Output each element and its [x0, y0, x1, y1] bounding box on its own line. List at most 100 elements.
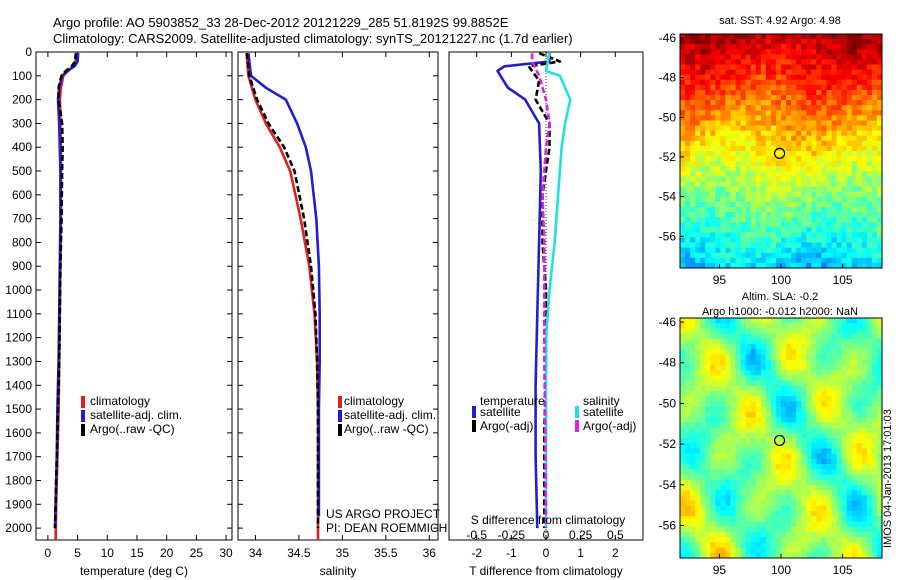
- heatmap-cell: [861, 479, 868, 486]
- heatmap-cell: [720, 95, 726, 101]
- heatmap-cell: [770, 406, 777, 413]
- heatmap-cell: [725, 247, 731, 254]
- heatmap-cell: [740, 140, 747, 147]
- heatmap-cell: [705, 537, 711, 543]
- heatmap-cell: [765, 370, 772, 376]
- heatmap-cell: [781, 44, 787, 50]
- heatmap-cell: [745, 438, 752, 444]
- heatmap-cell: [695, 79, 701, 86]
- heatmap-cell: [690, 247, 696, 254]
- heatmap-cell: [715, 552, 721, 559]
- heatmap-cell: [806, 120, 812, 126]
- heatmap-cell: [821, 64, 827, 71]
- heatmap-cell: [730, 206, 736, 213]
- heatmap-cell: [786, 359, 792, 366]
- heatmap-cell: [866, 135, 873, 142]
- heatmap-cell: [786, 64, 792, 71]
- heatmap-cell: [851, 262, 858, 269]
- heatmap-cell: [685, 69, 691, 76]
- heatmap-cell: [750, 364, 757, 371]
- heatmap-cell: [801, 354, 807, 361]
- heatmap-cell: [846, 552, 853, 559]
- heatmap-cell: [765, 526, 772, 533]
- heatmap-cell: [755, 443, 762, 449]
- heatmap-cell: [760, 39, 767, 45]
- heatmap-cell: [705, 328, 711, 335]
- heatmap-cell: [806, 105, 812, 111]
- heatmap-cell: [871, 484, 878, 491]
- heatmap-cell: [750, 417, 757, 423]
- heatmap-cell: [821, 196, 827, 203]
- heatmap-cell: [735, 140, 741, 147]
- heatmap-cell: [690, 344, 696, 350]
- heatmap-cell: [806, 380, 812, 387]
- heatmap-cell: [856, 531, 863, 538]
- heatmap-cell: [720, 151, 726, 157]
- heatmap-cell: [831, 427, 837, 434]
- heatmap-cell: [821, 531, 827, 538]
- heatmap-cell: [695, 417, 701, 423]
- heatmap-cell: [816, 547, 822, 554]
- heatmap-cell: [786, 490, 792, 496]
- heatmap-cell: [846, 69, 853, 76]
- heatmap-cell: [715, 338, 721, 345]
- heatmap-cell: [695, 176, 701, 182]
- heatmap-cell: [770, 237, 777, 243]
- heatmap-cell: [745, 151, 752, 157]
- heatmap-cell: [685, 338, 691, 345]
- heatmap-cell: [866, 500, 873, 507]
- heatmap-cell: [750, 262, 757, 269]
- heatmap-cell: [781, 115, 787, 121]
- legend-label-s-satellite: satellite: [583, 405, 624, 419]
- heatmap-cell: [730, 74, 736, 81]
- heatmap-cell: [796, 135, 802, 142]
- heatmap-cell: [725, 484, 731, 491]
- heatmap-cell: [740, 59, 747, 65]
- heatmap-cell: [750, 542, 757, 548]
- heatmap-cell: [690, 401, 696, 408]
- heatmap-cell: [740, 474, 747, 481]
- heatmap-cell: [775, 364, 782, 371]
- y-tick-label: 800: [12, 235, 32, 249]
- heatmap-cell: [720, 89, 726, 96]
- heatmap-cell: [695, 406, 701, 413]
- heatmap-cell: [856, 69, 863, 76]
- heatmap-cell: [685, 438, 691, 444]
- heatmap-cell: [866, 64, 873, 71]
- heatmap-cell: [816, 222, 822, 228]
- heatmap-cell: [750, 385, 757, 392]
- heatmap-cell: [750, 323, 757, 329]
- heatmap-cell: [695, 427, 701, 434]
- heatmap-cell: [811, 385, 817, 392]
- heatmap-cell: [715, 411, 721, 418]
- heatmap-cell: [705, 171, 711, 177]
- heatmap-cell: [690, 181, 696, 188]
- heatmap-cell: [710, 145, 716, 152]
- heatmap-cell: [856, 95, 863, 101]
- heatmap-cell: [846, 39, 853, 45]
- heatmap-cell: [866, 443, 873, 449]
- heatmap-cell: [851, 511, 858, 517]
- heatmap-cell: [705, 181, 711, 188]
- heatmap-cell: [821, 552, 827, 559]
- heatmap-cell: [876, 79, 883, 86]
- heatmap-cell: [735, 338, 741, 345]
- heatmap-cell: [745, 212, 752, 218]
- heatmap-cell: [765, 417, 772, 423]
- heatmap-cell: [796, 375, 802, 382]
- heatmap-cell: [735, 156, 741, 162]
- heatmap-cell: [765, 171, 772, 177]
- heatmap-cell: [720, 385, 726, 392]
- heatmap-cell: [841, 406, 848, 413]
- heatmap-cell: [816, 401, 822, 408]
- heatmap-cell: [871, 79, 878, 86]
- heatmap-cell: [760, 406, 767, 413]
- heatmap-cell: [826, 443, 832, 449]
- heatmap-cell: [851, 145, 858, 152]
- heatmap-cell: [841, 110, 848, 116]
- heatmap-cell: [725, 479, 731, 486]
- heatmap-cell: [856, 547, 863, 554]
- heatmap-cell: [821, 458, 827, 465]
- heatmap-cell: [801, 432, 807, 439]
- heatmap-cell: [856, 526, 863, 533]
